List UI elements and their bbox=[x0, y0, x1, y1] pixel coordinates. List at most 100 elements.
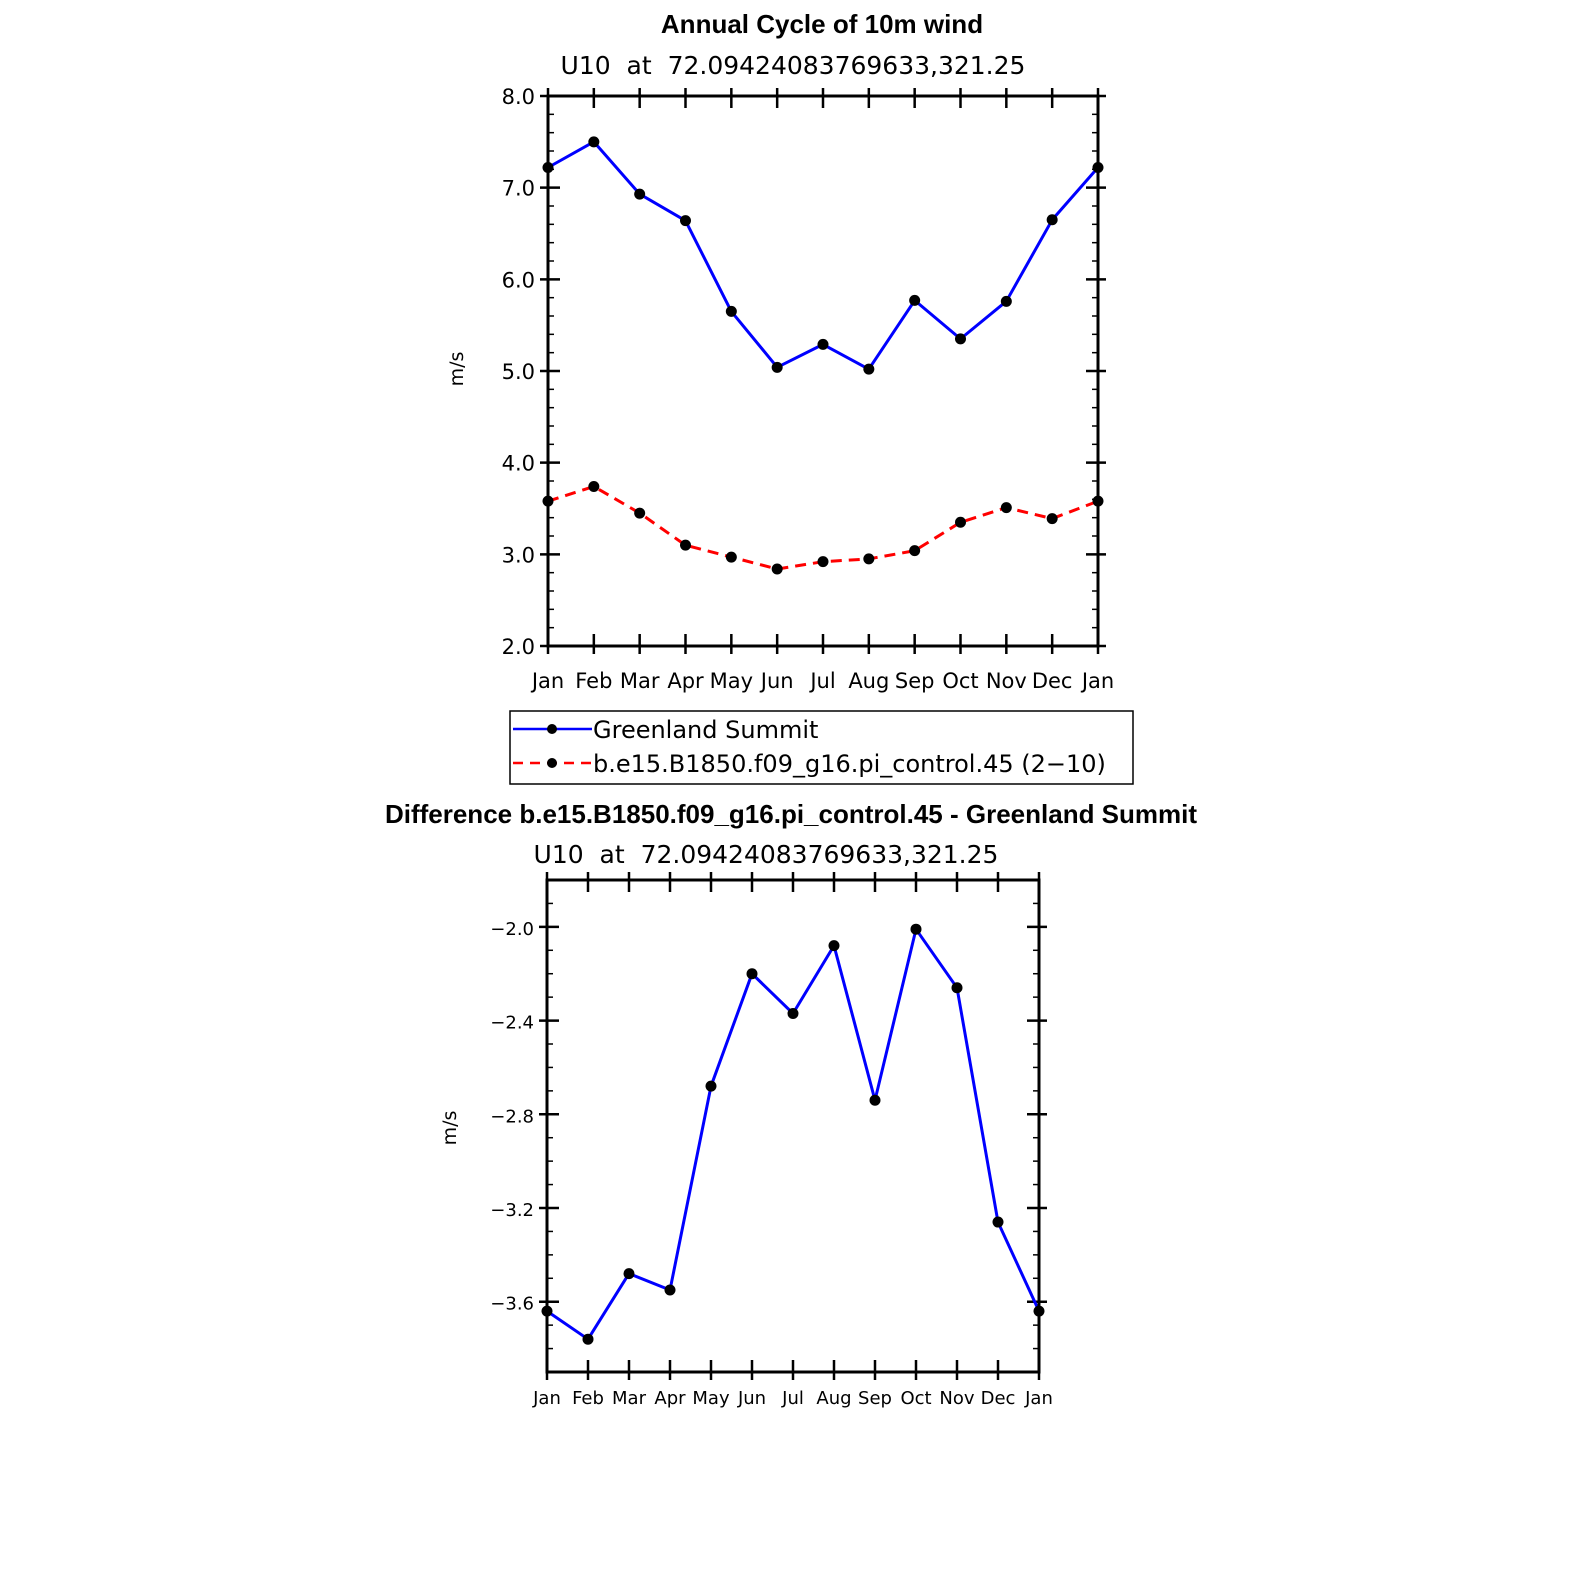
annual-cycle-chart: Annual Cycle of 10m wind U10 at 72.09424… bbox=[446, 9, 1114, 693]
series-points bbox=[541, 923, 1045, 1345]
x-tick-label: Oct bbox=[900, 1388, 931, 1409]
data-point bbox=[588, 136, 600, 148]
data-point bbox=[582, 1333, 594, 1345]
x-tick-label: Feb bbox=[572, 1388, 604, 1409]
data-point bbox=[828, 940, 840, 952]
y-tick-labels: 2.0 3.0 4.0 5.0 6.0 7.0 8.0 bbox=[502, 85, 535, 659]
y-tick-label: 4.0 bbox=[502, 452, 535, 476]
series-lines bbox=[547, 140, 1100, 571]
y-tick-labels: −2.0 −2.4 −2.8 −3.2 −3.6 bbox=[490, 919, 534, 1315]
axis-ticks bbox=[539, 872, 1047, 1380]
data-point bbox=[1046, 214, 1058, 226]
x-tick-labels: Jan Feb Mar Apr May Jun Jul Aug Sep Oct Nov Dec Jan bbox=[530, 669, 1114, 693]
x-tick-label: Sep bbox=[858, 1388, 892, 1409]
data-point bbox=[951, 982, 963, 994]
x-tick-label: Nov bbox=[986, 669, 1027, 693]
series-lines bbox=[546, 927, 1041, 1341]
x-tick-label: Mar bbox=[612, 1388, 647, 1409]
series-line-0 bbox=[547, 140, 1100, 371]
y-tick-label: −3.6 bbox=[490, 1294, 534, 1315]
y-tick-label: −2.4 bbox=[490, 1013, 534, 1034]
data-point bbox=[909, 545, 921, 557]
plot-frame bbox=[546, 94, 1100, 648]
x-tick-label: Jul bbox=[781, 1388, 804, 1409]
data-point bbox=[955, 333, 966, 345]
data-point bbox=[1046, 513, 1058, 525]
x-tick-label: Feb bbox=[575, 669, 612, 693]
data-point bbox=[771, 361, 783, 373]
legend-marker-model bbox=[547, 758, 557, 768]
data-point bbox=[817, 338, 829, 350]
data-point bbox=[680, 539, 691, 551]
x-tick-label: Nov bbox=[939, 1388, 974, 1409]
x-tick-label: Apr bbox=[654, 1388, 686, 1409]
legend-box bbox=[509, 710, 1134, 785]
x-tick-label: Jan bbox=[530, 669, 564, 693]
data-point bbox=[771, 563, 783, 575]
data-point bbox=[817, 556, 829, 568]
data-point bbox=[863, 363, 875, 375]
x-tick-label: Mar bbox=[620, 669, 660, 693]
x-tick-label: Sep bbox=[895, 669, 935, 693]
x-tick-label: Aug bbox=[816, 1388, 851, 1409]
legend-label-greenland-summit: Greenland Summit bbox=[593, 716, 818, 744]
data-point bbox=[1000, 502, 1012, 514]
legend: Greenland Summit b.e15.B1850.f09_g16.pi_… bbox=[509, 710, 1134, 785]
legend-label-model: b.e15.B1850.f09_g16.pi_control.45 (2−10) bbox=[593, 750, 1106, 778]
axis-ticks bbox=[540, 88, 1106, 654]
y-tick-label: 6.0 bbox=[502, 268, 535, 292]
x-tick-label: Jun bbox=[737, 1388, 766, 1409]
chart-title: Difference b.e15.B1850.f09_g16.pi_contro… bbox=[385, 799, 1197, 829]
x-tick-label: Jul bbox=[808, 669, 835, 693]
legend-marker-greenland-summit bbox=[547, 724, 557, 734]
data-point bbox=[746, 968, 758, 980]
x-tick-label: Jan bbox=[1080, 669, 1114, 693]
y-tick-label: 2.0 bbox=[502, 635, 535, 659]
x-tick-label: Apr bbox=[667, 669, 704, 693]
y-tick-label: 8.0 bbox=[502, 85, 535, 109]
x-tick-label: Dec bbox=[981, 1388, 1016, 1409]
data-point bbox=[955, 516, 966, 528]
x-tick-label: Jan bbox=[1024, 1388, 1053, 1409]
chart-subtitle: U10 at 72.09424083769633,321.25 bbox=[561, 51, 1026, 80]
data-point bbox=[1000, 295, 1012, 307]
y-tick-label: 3.0 bbox=[502, 543, 535, 567]
data-point bbox=[909, 294, 921, 306]
x-tick-label: Dec bbox=[1032, 669, 1073, 693]
x-tick-label: May bbox=[710, 669, 753, 693]
data-point bbox=[725, 551, 737, 563]
x-tick-label: Jan bbox=[532, 1388, 561, 1409]
chart-subtitle: U10 at 72.09424083769633,321.25 bbox=[534, 840, 999, 869]
data-point bbox=[705, 1080, 717, 1092]
data-point bbox=[910, 923, 922, 935]
x-tick-label: May bbox=[692, 1388, 730, 1409]
data-point bbox=[664, 1284, 676, 1296]
y-axis-label: m/s bbox=[446, 352, 468, 387]
x-tick-label: Oct bbox=[942, 669, 978, 693]
y-tick-label: 5.0 bbox=[502, 360, 535, 384]
data-point bbox=[863, 553, 875, 565]
data-point bbox=[725, 305, 737, 317]
y-tick-label: −3.2 bbox=[490, 1200, 534, 1221]
chart-title: Annual Cycle of 10m wind bbox=[661, 9, 983, 39]
series-line-0 bbox=[546, 927, 1041, 1341]
series-points bbox=[542, 136, 1104, 575]
y-tick-label: −2.8 bbox=[490, 1106, 534, 1127]
difference-chart: Difference b.e15.B1850.f09_g16.pi_contro… bbox=[385, 799, 1197, 1409]
y-tick-label: −2.0 bbox=[490, 919, 534, 940]
x-tick-label: Aug bbox=[848, 669, 889, 693]
data-point bbox=[787, 1008, 799, 1020]
x-tick-label: Jun bbox=[759, 669, 794, 693]
data-point bbox=[992, 1216, 1004, 1228]
data-point bbox=[869, 1094, 881, 1106]
data-point bbox=[634, 507, 646, 519]
data-point bbox=[588, 481, 600, 492]
x-tick-labels: Jan Feb Mar Apr May Jun Jul Aug Sep Oct Nov Dec Jan bbox=[532, 1388, 1053, 1409]
data-point bbox=[634, 188, 646, 200]
plot-frame bbox=[545, 878, 1041, 1374]
data-point bbox=[623, 1268, 635, 1280]
y-tick-label: 7.0 bbox=[502, 177, 535, 201]
data-point bbox=[680, 215, 691, 227]
y-axis-label: m/s bbox=[439, 1111, 461, 1146]
